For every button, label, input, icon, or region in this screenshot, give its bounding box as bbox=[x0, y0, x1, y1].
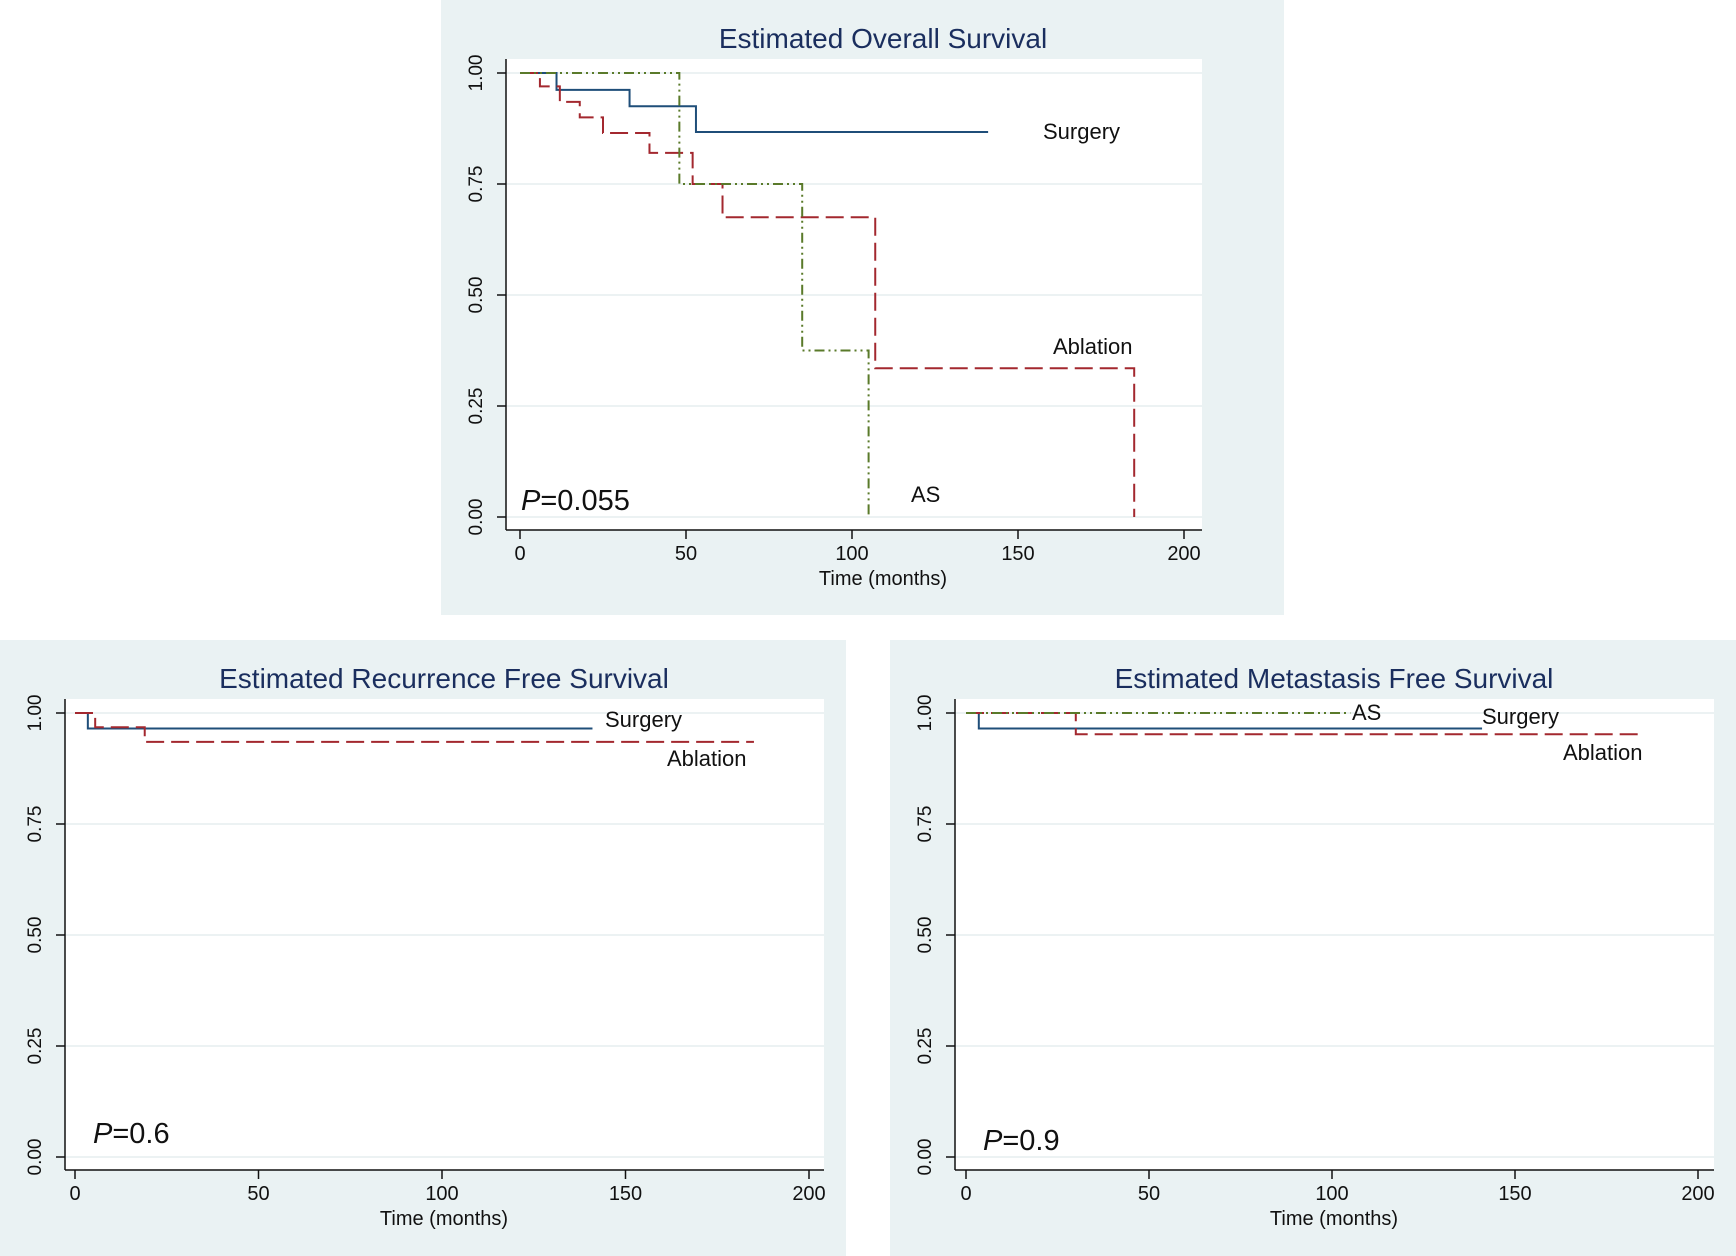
x-tick-label: 200 bbox=[792, 1183, 825, 1205]
x-tick-label: 50 bbox=[1138, 1183, 1160, 1205]
gridlines bbox=[506, 72, 1202, 518]
y-tick-label: 1.00 bbox=[25, 695, 46, 732]
x-tick-label: 200 bbox=[1681, 1183, 1714, 1205]
y-tick-label: 0.50 bbox=[25, 917, 46, 954]
y-tick-label: 0.75 bbox=[915, 806, 936, 843]
x-axis-label: Time (months) bbox=[1270, 1208, 1398, 1230]
annotation-ablation: Ablation bbox=[1563, 740, 1643, 765]
p-value-prefix: P bbox=[521, 485, 541, 517]
p-value: P=0.055 bbox=[521, 485, 630, 517]
panel-metastasis-free-survival: Estimated Metastasis Free Survival 0.00 0… bbox=[890, 640, 1736, 1256]
p-value-text: =0.6 bbox=[112, 1118, 169, 1150]
x-tick-label: 200 bbox=[1167, 543, 1200, 565]
series-group bbox=[520, 72, 1136, 517]
annotation-as: AS bbox=[911, 482, 940, 507]
annotation-ablation: Ablation bbox=[1053, 334, 1133, 359]
series-as bbox=[520, 72, 870, 517]
chart-recurrence-free-survival: Estimated Recurrence Free Survival 0.000… bbox=[25, 663, 826, 1230]
chart-title: Estimated Recurrence Free Survival bbox=[219, 663, 669, 694]
y-tick-label: 0.50 bbox=[466, 277, 487, 314]
p-value-text: =0.9 bbox=[1002, 1125, 1059, 1157]
y-tick-label: 0.25 bbox=[25, 1028, 46, 1065]
x-axis-label: Time (months) bbox=[380, 1208, 508, 1230]
series-group bbox=[75, 712, 754, 743]
y-tick-label: 0.00 bbox=[466, 499, 487, 536]
x-tick-label: 150 bbox=[1498, 1183, 1531, 1205]
x-tick-label: 0 bbox=[960, 1183, 971, 1205]
x-tick-label: 0 bbox=[514, 543, 525, 565]
axes: 0.00 0.25 0.50 0.75 1.00 0 50 100 150 200 bbox=[466, 55, 1202, 565]
series-group bbox=[966, 712, 1644, 736]
chart-metastasis-free-survival: Estimated Metastasis Free Survival 0.000… bbox=[915, 663, 1715, 1230]
chart-title: Estimated Overall Survival bbox=[719, 23, 1047, 54]
annotation-ablation: Ablation bbox=[667, 746, 747, 771]
y-tick-label: 0.25 bbox=[915, 1028, 936, 1065]
gridlines bbox=[65, 712, 824, 1158]
series-ablation bbox=[75, 712, 754, 743]
x-tick-label: 50 bbox=[247, 1183, 269, 1205]
x-tick-label: 100 bbox=[1315, 1183, 1348, 1205]
axes: 0.00 0.25 0.50 0.75 1.00 0 50 100 150 200 bbox=[915, 695, 1715, 1205]
p-value-prefix: P bbox=[93, 1118, 113, 1150]
axes: 0.00 0.25 0.50 0.75 1.00 0 50 100 150 200 bbox=[25, 695, 826, 1205]
annotation-surgery: Surgery bbox=[1043, 119, 1120, 144]
annotation-as: AS bbox=[1352, 700, 1381, 725]
y-tick-label: 0.75 bbox=[25, 806, 46, 843]
series-ablation bbox=[520, 72, 1136, 517]
annotation-surgery: Surgery bbox=[1482, 704, 1559, 729]
annotation-surgery: Surgery bbox=[605, 707, 682, 732]
series-surgery bbox=[520, 72, 989, 134]
chart-overall-survival: Estimated Overall Survival 0.000.250.500… bbox=[466, 23, 1202, 590]
p-value: P=0.6 bbox=[93, 1118, 170, 1150]
y-tick-label: 0.75 bbox=[466, 166, 487, 203]
x-tick-label: 0 bbox=[69, 1183, 80, 1205]
y-tick-label: 1.00 bbox=[915, 695, 936, 732]
chart-title: Estimated Metastasis Free Survival bbox=[1115, 663, 1554, 694]
p-value-text: =0.055 bbox=[540, 485, 630, 517]
y-tick-label: 0.50 bbox=[915, 917, 936, 954]
x-tick-label: 100 bbox=[425, 1183, 458, 1205]
p-value-prefix: P bbox=[983, 1125, 1003, 1157]
x-tick-label: 150 bbox=[609, 1183, 642, 1205]
x-tick-label: 50 bbox=[675, 543, 697, 565]
x-axis-label: Time (months) bbox=[819, 568, 947, 590]
y-tick-label: 1.00 bbox=[466, 55, 487, 92]
y-tick-label: 0.00 bbox=[25, 1139, 46, 1176]
p-value: P=0.9 bbox=[983, 1125, 1060, 1157]
panel-recurrence-free-survival: Estimated Recurrence Free Survival 0.00 0… bbox=[0, 640, 846, 1256]
x-tick-label: 150 bbox=[1001, 543, 1034, 565]
panel-overall-survival: Estimated Overall Survival 0.00 0.25 0.50 0… bbox=[441, 0, 1284, 615]
x-tick-label: 100 bbox=[835, 543, 868, 565]
y-tick-label: 0.00 bbox=[915, 1139, 936, 1176]
y-tick-label: 0.25 bbox=[466, 388, 487, 425]
